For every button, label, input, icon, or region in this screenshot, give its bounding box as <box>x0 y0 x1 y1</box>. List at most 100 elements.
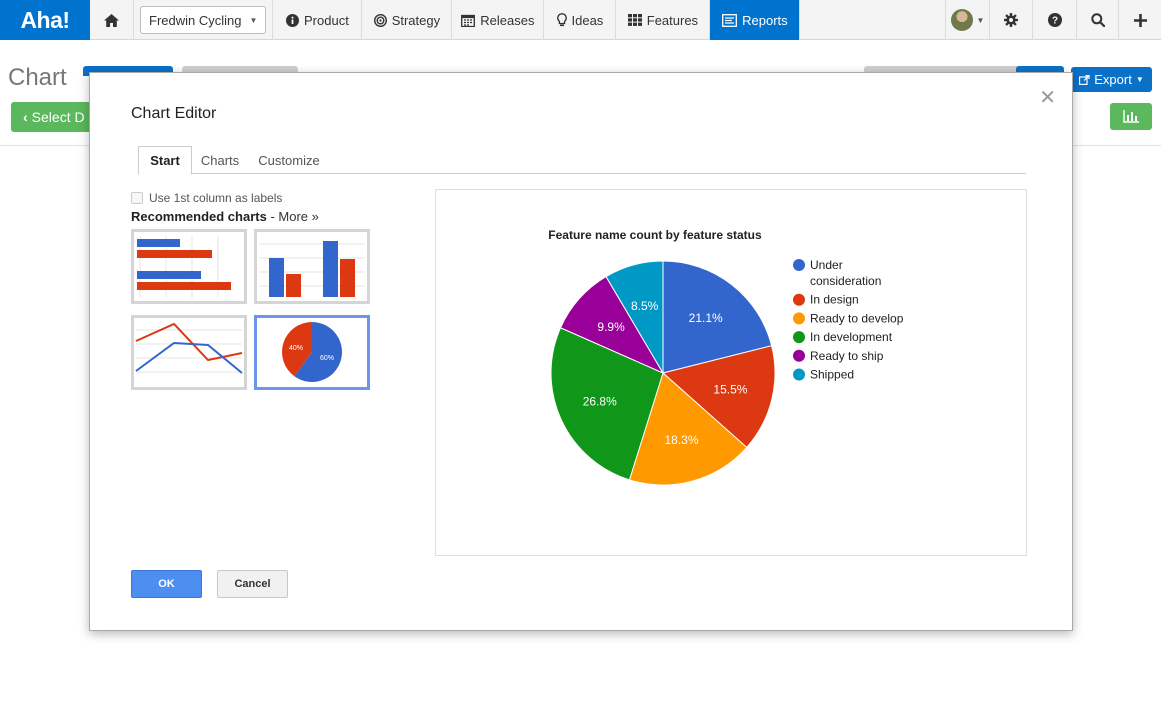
background-toolbar <box>864 66 1020 74</box>
user-menu[interactable]: ▼ <box>945 0 989 40</box>
background-tab <box>83 66 173 76</box>
nav-ideas-label: Ideas <box>571 12 604 28</box>
lightbulb-icon <box>556 13 567 27</box>
chart-title: Feature name count by feature status <box>548 228 762 242</box>
settings-button[interactable] <box>989 0 1032 40</box>
legend-label: consideration <box>810 274 881 288</box>
workspace-select[interactable]: Fredwin Cycling ▼ <box>140 6 267 34</box>
page-title: Chart <box>8 64 67 91</box>
nav-releases-label: Releases <box>480 12 535 28</box>
nav-features-label: Features <box>646 12 699 28</box>
home-button[interactable] <box>90 0 134 40</box>
report-icon <box>722 13 738 27</box>
target-icon <box>373 13 387 27</box>
pie-slice[interactable] <box>628 372 748 486</box>
checkbox-label: Use 1st column as labels <box>149 191 283 205</box>
legend-swatch <box>793 312 805 325</box>
info-circle-icon <box>286 13 299 27</box>
bar-chart-icon <box>1123 110 1139 123</box>
pie-chart: Feature name count by feature status 21.… <box>548 228 904 486</box>
background-tab <box>182 66 298 74</box>
tab-charts[interactable]: Charts <box>200 152 240 168</box>
pie-chart-thumbnail: 40% 60% <box>281 322 342 382</box>
pie-slice[interactable] <box>605 260 664 375</box>
gear-icon <box>1004 13 1018 27</box>
nav-features[interactable]: Features <box>616 0 711 40</box>
search-icon <box>1090 13 1105 27</box>
top-navigation: Aha! Fredwin Cycling ▼ Product Strategy … <box>0 0 1161 40</box>
add-button[interactable] <box>1118 0 1161 40</box>
nav-right-tools: ▼ ? <box>945 0 1161 40</box>
nav-ideas[interactable]: Ideas <box>544 0 617 40</box>
slice-value-label: 8.5% <box>631 299 659 313</box>
legend-item[interactable]: Under consideration <box>793 258 881 288</box>
thumb-pie-chart[interactable]: 40% 60% <box>254 315 370 390</box>
slice-value-label: 21.1% <box>689 311 723 325</box>
slice-value-label: 26.8% <box>583 395 617 409</box>
legend-swatch <box>793 259 805 271</box>
legend-swatch <box>793 293 805 306</box>
legend-swatch <box>793 349 805 362</box>
workspace-name: Fredwin Cycling <box>149 12 242 28</box>
recommended-charts-heading: Recommended charts - More » <box>131 209 319 224</box>
search-button[interactable] <box>1076 0 1118 40</box>
chart-legend: Under consideration In design Ready to deve… <box>793 258 904 382</box>
dialog-title: Chart Editor <box>131 105 217 122</box>
legend-label: Shipped <box>810 368 854 382</box>
legend-item[interactable]: Ready to develop <box>793 311 904 325</box>
nav-reports[interactable]: Reports <box>710 0 801 40</box>
pie-slice[interactable] <box>662 260 773 374</box>
avatar <box>950 9 973 31</box>
legend-item[interactable]: In design <box>793 293 859 307</box>
legend-label: In development <box>810 330 893 344</box>
cancel-button[interactable]: Cancel <box>217 570 288 598</box>
legend-label: Ready to develop <box>810 311 904 325</box>
nav-releases[interactable]: Releases <box>452 0 545 40</box>
chart-view-button[interactable] <box>1110 103 1152 130</box>
plus-icon <box>1133 13 1147 27</box>
chevron-down-icon: ▼ <box>976 15 985 25</box>
close-icon[interactable]: ✕ <box>1039 87 1056 109</box>
chevron-down-icon: ▼ <box>249 15 258 25</box>
editor-tabs: Start Charts Customize <box>138 146 1026 175</box>
first-column-labels-checkbox[interactable] <box>131 192 143 204</box>
home-icon <box>104 13 119 27</box>
thumb-bar-chart[interactable] <box>131 229 247 304</box>
nav-strategy-label: Strategy <box>391 12 441 28</box>
grid-icon <box>627 14 642 26</box>
slice-value-label: 15.5% <box>713 383 747 397</box>
tab-customize[interactable]: Customize <box>258 152 320 168</box>
thumb-pie-label: 60% <box>320 355 334 362</box>
external-link-icon <box>1079 74 1090 85</box>
recommended-label: Recommended charts <box>131 209 267 224</box>
legend-swatch <box>793 331 805 344</box>
thumb-line-chart[interactable] <box>131 315 247 390</box>
pie-slices <box>550 260 776 486</box>
pie-slice[interactable] <box>550 327 664 481</box>
select-data-label: Select D <box>31 109 85 125</box>
nav-product[interactable]: Product <box>273 0 363 40</box>
chevron-left-icon: ‹ <box>23 109 28 125</box>
help-button[interactable]: ? <box>1032 0 1076 40</box>
tab-start[interactable]: Start <box>138 146 192 175</box>
legend-item[interactable]: Ready to ship <box>793 349 884 363</box>
thumb-column-chart[interactable] <box>254 229 370 304</box>
export-label: Export <box>1094 72 1132 87</box>
aha-logo[interactable]: Aha! <box>0 0 90 40</box>
first-column-labels-option[interactable]: Use 1st column as labels <box>131 191 282 205</box>
legend-item[interactable]: Shipped <box>793 368 854 382</box>
legend-item[interactable]: In development <box>793 330 893 344</box>
help-icon: ? <box>1047 13 1062 27</box>
ok-button[interactable]: OK <box>131 570 202 598</box>
line-chart-thumbnail <box>135 322 243 374</box>
chart-editor-dialog: Chart Editor ✕ Start Charts Customize Us… <box>89 72 1073 631</box>
column-chart-thumbnail <box>259 241 365 297</box>
legend-swatch <box>793 368 805 381</box>
more-charts-link[interactable]: - More » <box>270 209 319 224</box>
legend-label: Ready to ship <box>810 349 884 363</box>
slice-value-label: 18.3% <box>665 433 699 447</box>
pie-slice[interactable] <box>661 345 776 449</box>
export-button[interactable]: Export ▼ <box>1071 67 1152 92</box>
slice-value-label: 9.9% <box>597 320 625 334</box>
nav-strategy[interactable]: Strategy <box>362 0 453 40</box>
